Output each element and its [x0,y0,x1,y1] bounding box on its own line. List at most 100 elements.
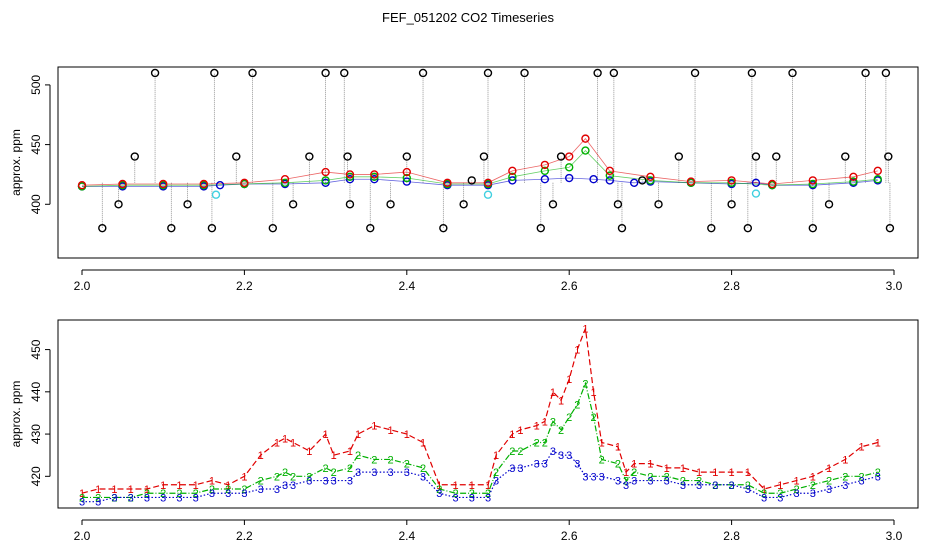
data-point-green [605,171,614,180]
data-point-blue [508,176,517,185]
data-point-black [690,68,700,78]
series-marker-1: 1 [745,467,751,479]
series-marker-3: 3 [623,480,629,492]
data-point-red [605,166,614,176]
y-tick-label: 500 [29,75,43,95]
data-point-blue [751,178,761,187]
data-point-blue [345,175,355,184]
data-point-green [873,175,882,184]
data-point-black [207,223,217,233]
series-marker-2: 2 [842,471,848,483]
data-point-black [439,223,448,233]
data-point-black [366,223,375,233]
series-marker-3: 3 [144,492,150,504]
series-marker-2: 2 [777,488,783,500]
series-marker-3: 3 [290,480,296,492]
series-marker-2: 2 [111,492,117,504]
data-point-black [402,152,411,161]
series-marker-1: 1 [517,425,523,437]
series-marker-2: 2 [485,488,491,500]
series-line-3 [82,450,878,503]
data-point-green [581,146,590,155]
series-marker-2: 2 [599,454,605,466]
series-marker-2: 2 [574,399,580,411]
series-marker-2: 2 [331,467,337,479]
series-marker-2: 2 [826,476,832,488]
series-marker-2: 2 [469,488,475,500]
data-point-black [248,68,257,78]
data-point-black [288,200,298,209]
series-marker-1: 1 [761,484,767,496]
series-marker-3: 3 [566,450,572,462]
data-point-red [581,134,590,143]
x-tick-label: 2.4 [398,529,415,540]
series-marker-2: 2 [436,484,442,496]
series-marker-2: 2 [79,492,85,504]
series-marker-3: 3 [810,488,816,500]
data-point-red [402,167,411,177]
series-marker-3: 3 [542,459,548,471]
series-marker-3: 3 [209,488,215,500]
series-marker-1: 1 [331,450,337,462]
series-marker-2: 2 [623,476,629,488]
y-tick-label: 450 [29,339,43,359]
data-point-green [402,173,411,183]
series-marker-2: 2 [387,454,393,466]
x-tick-label: 2.0 [74,279,91,293]
series-marker-1: 1 [590,387,596,399]
series-marker-1: 1 [493,450,499,462]
data-point-black [98,223,107,233]
series-marker-2: 2 [582,378,588,390]
series-marker-3: 3 [420,471,426,483]
data-point-green [321,176,330,185]
series-marker-1: 1 [599,438,605,450]
series-marker-1: 1 [79,488,85,500]
series-marker-2: 2 [290,471,296,483]
series-marker-1: 1 [306,446,312,458]
data-point-black [743,223,753,233]
series-marker-1: 1 [225,480,231,492]
series-marker-3: 3 [258,484,264,496]
series-marker-3: 3 [647,476,653,488]
data-point-green [849,177,858,186]
series-marker-1: 1 [111,484,117,496]
series-marker-2: 2 [95,492,101,504]
series-marker-2: 2 [631,467,637,479]
series-marker-2: 2 [761,488,767,500]
series-marker-3: 3 [534,459,540,471]
series-marker-1: 1 [209,476,215,488]
data-point-blue [565,173,574,183]
data-point-black [613,200,623,209]
series-marker-1: 1 [387,425,393,437]
series-marker-1: 1 [810,471,816,483]
data-point-red [540,160,550,170]
series-marker-3: 3 [176,492,182,504]
series-marker-2: 2 [225,484,231,496]
data-point-black [808,223,817,233]
data-point-black [343,152,352,161]
series-marker-2: 2 [493,467,499,479]
series-marker-3: 3 [485,492,491,504]
series-marker-2: 2 [615,459,621,471]
series-marker-2: 2 [590,412,596,424]
series-marker-1: 1 [842,454,848,466]
data-point-black [479,152,489,161]
data-point-red [565,152,574,161]
data-point-green [508,172,517,182]
series-marker-1: 1 [95,484,101,496]
data-point-black [536,223,545,233]
data-point-black [751,152,761,161]
data-point-red [768,179,777,189]
data-point-black [548,200,558,209]
series-marker-1: 1 [696,467,702,479]
y-tick-label: 450 [29,134,43,154]
series-marker-1: 1 [534,421,540,433]
series-line-red [81,137,878,186]
series-marker-2: 2 [282,467,288,479]
data-point-cyan [211,190,221,199]
data-point-green [345,172,355,182]
series-marker-3: 3 [558,450,564,462]
series-marker-1: 1 [712,467,718,479]
data-point-black [459,200,468,209]
series-marker-1: 1 [793,476,799,488]
